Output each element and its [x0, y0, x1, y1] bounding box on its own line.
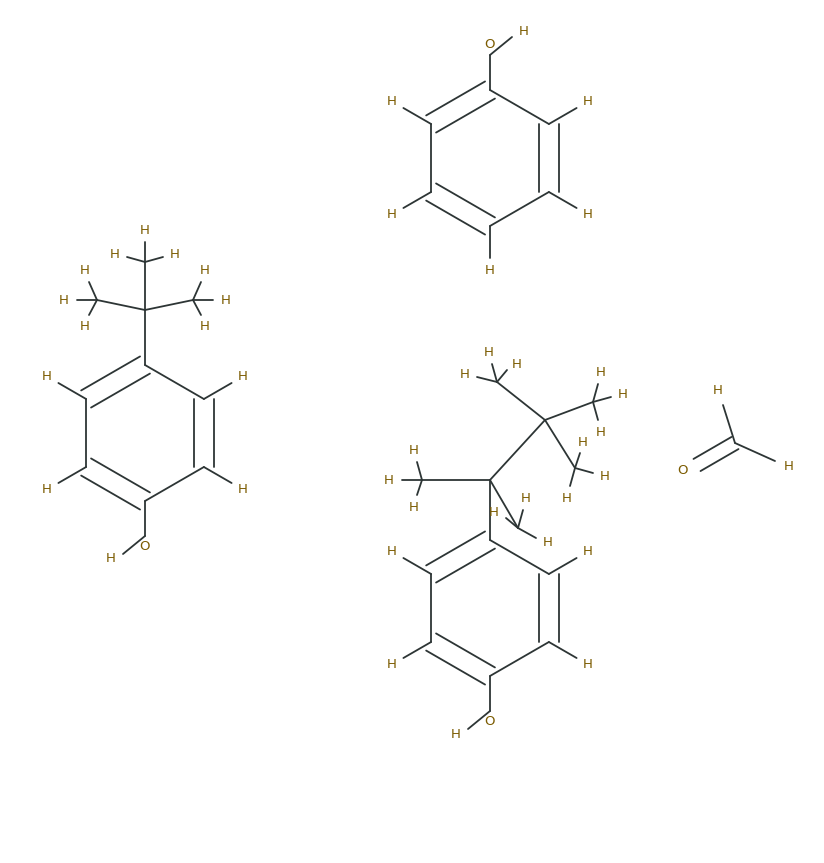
Text: H: H — [543, 537, 553, 550]
Text: H: H — [521, 492, 531, 505]
Text: O: O — [678, 463, 688, 476]
Text: H: H — [512, 357, 522, 370]
Text: H: H — [489, 507, 499, 520]
Text: H: H — [409, 444, 419, 457]
Text: O: O — [140, 539, 150, 552]
Text: H: H — [42, 483, 52, 496]
Text: O: O — [485, 715, 495, 728]
Text: H: H — [485, 264, 495, 278]
Text: H: H — [106, 552, 116, 565]
Text: H: H — [387, 545, 397, 558]
Text: H: H — [583, 658, 592, 671]
Text: H: H — [583, 545, 592, 558]
Text: H: H — [484, 345, 494, 358]
Text: H: H — [80, 320, 90, 333]
Text: H: H — [200, 320, 210, 333]
Text: H: H — [562, 492, 572, 505]
Text: H: H — [170, 248, 180, 261]
Text: H: H — [713, 385, 723, 398]
Text: H: H — [618, 387, 628, 400]
Text: H: H — [460, 368, 470, 381]
Text: H: H — [387, 658, 397, 671]
Text: H: H — [600, 469, 610, 482]
Text: H: H — [221, 293, 231, 306]
Text: H: H — [596, 366, 606, 379]
Text: H: H — [110, 248, 120, 261]
Text: H: H — [387, 95, 397, 108]
Text: H: H — [583, 208, 592, 221]
Text: H: H — [59, 293, 69, 306]
Text: H: H — [784, 459, 794, 473]
Text: H: H — [200, 263, 210, 276]
Text: H: H — [140, 224, 150, 236]
Text: H: H — [578, 437, 588, 450]
Text: H: H — [451, 728, 461, 740]
Text: H: H — [596, 425, 606, 438]
Text: O: O — [485, 39, 495, 52]
Text: H: H — [238, 483, 248, 496]
Text: H: H — [387, 208, 397, 221]
Text: H: H — [80, 263, 90, 276]
Text: H: H — [409, 501, 419, 513]
Text: H: H — [384, 474, 394, 487]
Text: H: H — [42, 370, 52, 383]
Text: H: H — [583, 95, 592, 108]
Text: H: H — [238, 370, 248, 383]
Text: H: H — [519, 26, 529, 39]
